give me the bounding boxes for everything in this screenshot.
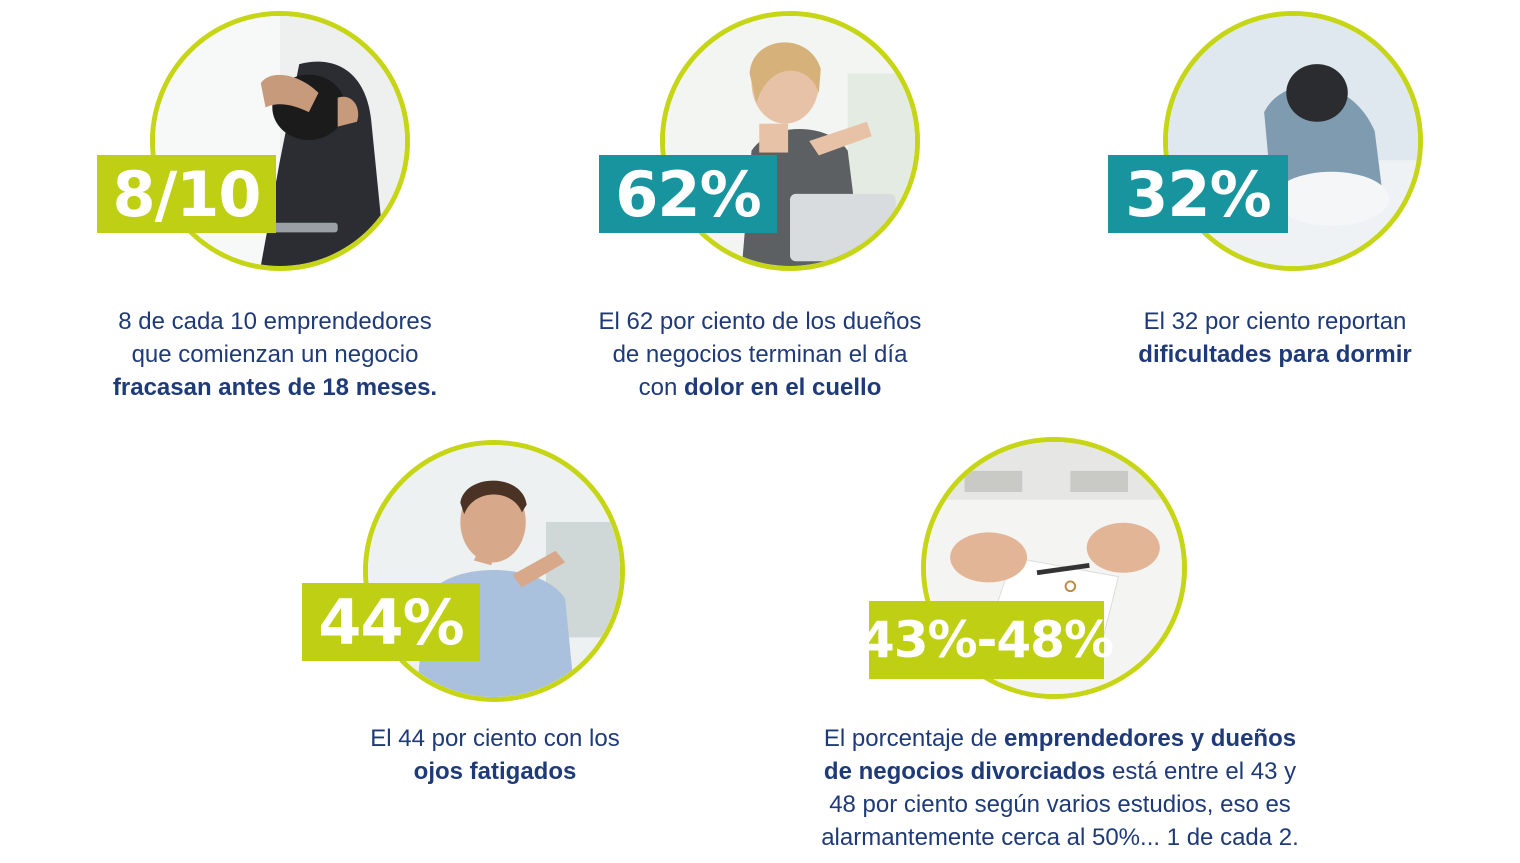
body-text: alarmantemente cerca al 50%... 1 de cada… xyxy=(821,824,1299,851)
stat-value: 32% xyxy=(1125,157,1271,231)
emphasis-text: fracasan antes de 18 meses. xyxy=(112,374,438,401)
stat-description: El 32 por ciento reportan dificultades pa… xyxy=(1075,305,1475,371)
stat-description: El 44 por ciento con los ojos fatigados xyxy=(295,722,695,788)
stat-badge: 43%-48% xyxy=(860,601,1114,679)
emphasis-text: de negocios divorciados xyxy=(823,758,1106,785)
body-text: que comienzan un negocio xyxy=(131,341,419,368)
stat-description: El 62 por ciento de los dueños de negocio… xyxy=(560,305,960,404)
stat-value: 44% xyxy=(318,585,464,659)
body-text: El 44 por ciento con los xyxy=(370,725,620,752)
emphasis-text: emprendedores y dueños xyxy=(1004,725,1297,752)
description-line: de negocios terminan el día xyxy=(560,338,960,371)
description-line: fracasan antes de 18 meses. xyxy=(70,371,480,404)
body-text: de negocios terminan el día xyxy=(612,341,908,368)
description-line: El 32 por ciento reportan xyxy=(1075,305,1475,338)
stat-badge: 44% xyxy=(302,583,480,661)
description-line: 8 de cada 10 emprendedores xyxy=(70,305,480,338)
stat-badge: 32% xyxy=(1108,155,1288,233)
description-line: ojos fatigados xyxy=(295,755,695,788)
emphasis-text: dificultades para dormir xyxy=(1138,341,1412,368)
stat-value: 43%-48% xyxy=(859,611,1114,669)
stat-value: 62% xyxy=(615,157,761,231)
emphasis-text: dolor en el cuello xyxy=(684,374,882,401)
stat-badge: 8/10 xyxy=(97,155,276,233)
stat-badge: 62% xyxy=(599,155,777,233)
body-text: El 62 por ciento de los dueños xyxy=(598,308,922,335)
description-line: El 62 por ciento de los dueños xyxy=(560,305,960,338)
description-line: con dolor en el cuello xyxy=(560,371,960,404)
description-line: de negocios divorciados está entre el 43… xyxy=(790,755,1330,788)
description-line: dificultades para dormir xyxy=(1075,338,1475,371)
body-text: 8 de cada 10 emprendedores xyxy=(118,308,432,335)
body-text: El porcentaje de xyxy=(823,725,1005,752)
stat-description: El porcentaje de emprendedores y dueños d… xyxy=(790,722,1330,854)
man-tired-eyes-photo xyxy=(363,440,625,702)
body-text: 48 por ciento según varios estudios, eso… xyxy=(829,791,1291,818)
body-text: está entre el 43 y xyxy=(1105,758,1297,785)
stat-value: 8/10 xyxy=(112,157,261,231)
emphasis-text: ojos fatigados xyxy=(413,758,577,785)
description-line: que comienzan un negocio xyxy=(70,338,480,371)
description-line: alarmantemente cerca al 50%... 1 de cada… xyxy=(790,821,1330,854)
body-text: con xyxy=(638,374,684,401)
stat-description: 8 de cada 10 emprendedores que comienzan … xyxy=(70,305,480,404)
description-line: 48 por ciento según varios estudios, eso… xyxy=(790,788,1330,821)
description-line: El porcentaje de emprendedores y dueños xyxy=(790,722,1330,755)
body-text: El 32 por ciento reportan xyxy=(1143,308,1407,335)
description-line: El 44 por ciento con los xyxy=(295,722,695,755)
